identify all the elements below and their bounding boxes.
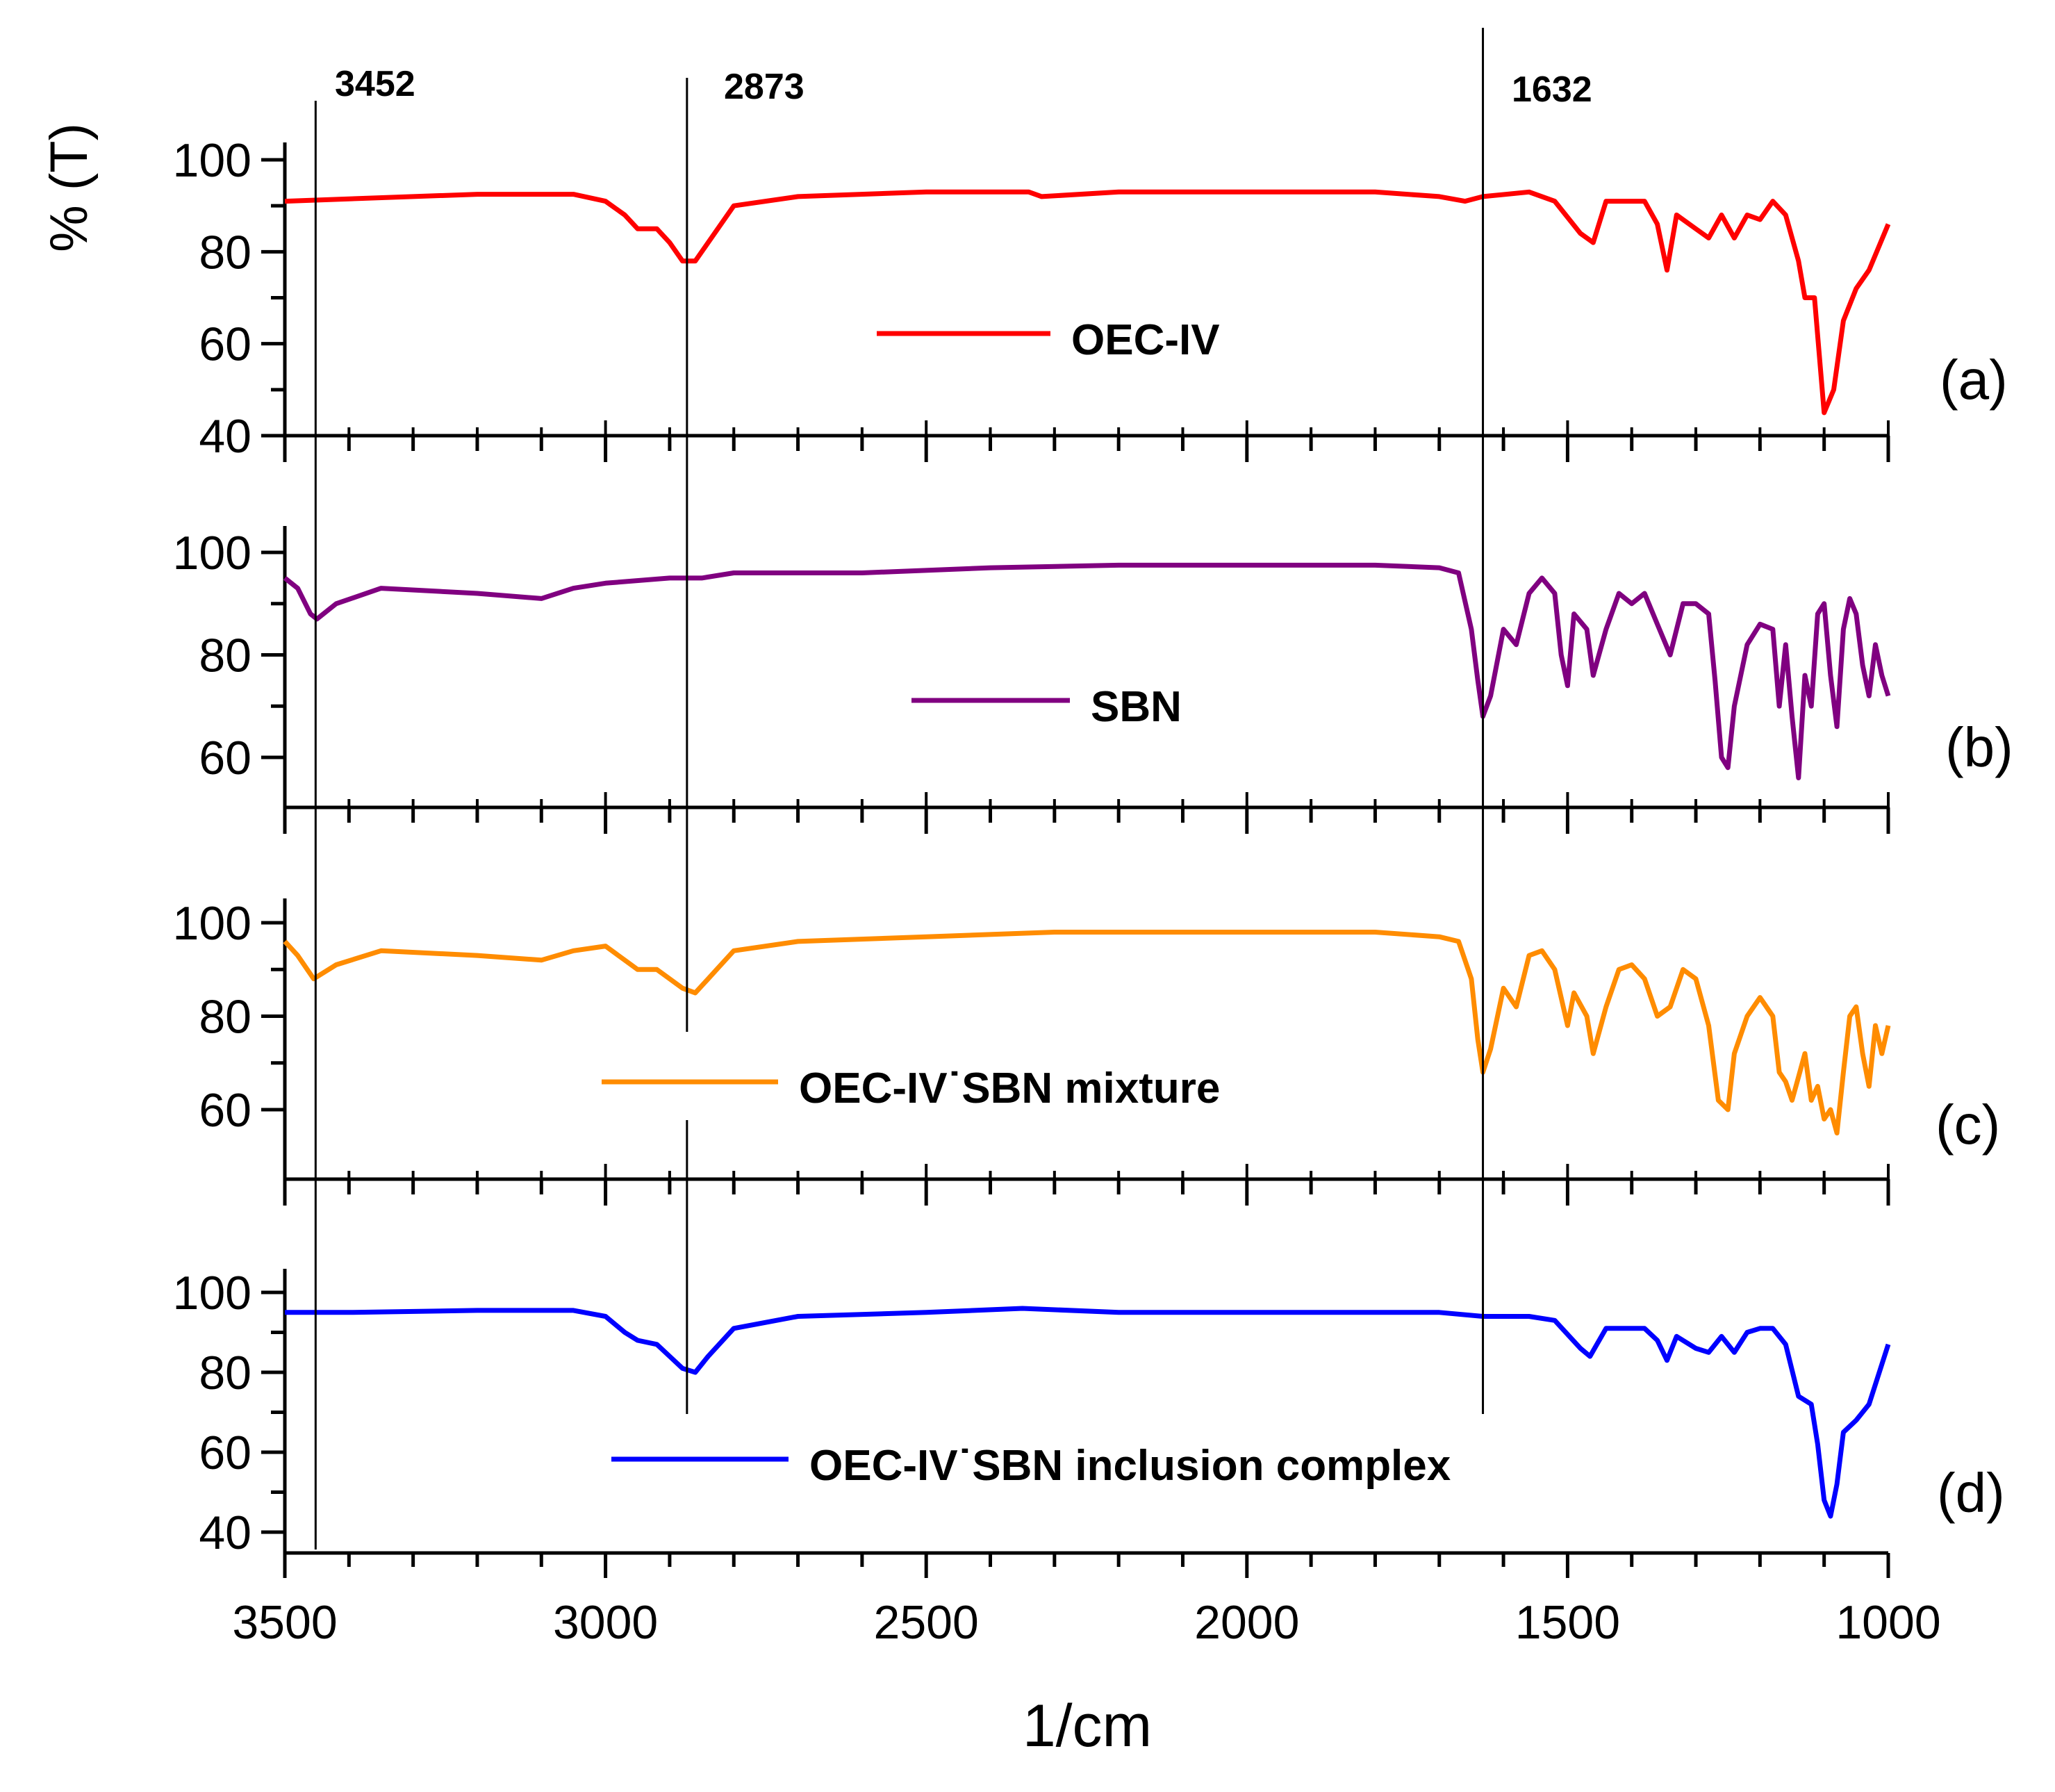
y-tick-label: 100 — [173, 134, 251, 187]
y-tick-label: 60 — [199, 1427, 251, 1479]
legend-label: OEC-IV˙SBN mixture — [799, 1064, 1220, 1112]
panel-tag: (b) — [1945, 716, 2013, 778]
x-tick-label: 2000 — [1194, 1596, 1299, 1649]
y-tick-label: 60 — [199, 318, 251, 371]
y-tick-label: 100 — [173, 897, 251, 950]
x-tick-label: 3000 — [553, 1596, 658, 1649]
annotation-label: 2873 — [724, 67, 804, 107]
annotation-label: 1632 — [1512, 69, 1592, 110]
y-tick-label: 80 — [199, 1347, 251, 1399]
x-tick-label: 1000 — [1835, 1596, 1940, 1649]
panel-tag: (c) — [1936, 1094, 2000, 1156]
legend-label: SBN — [1091, 683, 1182, 731]
spectrum-line-2 — [283, 562, 1891, 780]
legend-label: OEC-IV˙SBN inclusion complex — [809, 1442, 1451, 1490]
x-tick-label: 3500 — [232, 1596, 337, 1649]
y-axis-title: % (T) — [40, 123, 99, 252]
y-tick-label: 60 — [199, 1084, 251, 1137]
y-tick-label: 40 — [199, 1506, 251, 1559]
annotation-label: 3452 — [335, 64, 415, 104]
y-tick-label: 80 — [199, 226, 251, 279]
y-tick-label: 80 — [199, 991, 251, 1044]
x-tick-label: 2500 — [874, 1596, 979, 1649]
panel-tag: (a) — [1940, 349, 2008, 411]
y-tick-label: 60 — [199, 732, 251, 784]
y-tick-label: 100 — [173, 1267, 251, 1320]
x-axis-title: 1/cm — [1023, 1693, 1152, 1759]
legend-label: OEC-IV — [1071, 316, 1220, 364]
x-tick-label: 1500 — [1515, 1596, 1620, 1649]
y-tick-label: 100 — [173, 527, 251, 579]
spectrum-line-3 — [283, 930, 1891, 1136]
spectrum-line-4 — [285, 1306, 1891, 1519]
panel-tag: (d) — [1937, 1462, 2005, 1524]
y-tick-label: 80 — [199, 630, 251, 682]
y-tick-label: 40 — [199, 410, 251, 463]
spectrum-line-1 — [284, 189, 1891, 416]
